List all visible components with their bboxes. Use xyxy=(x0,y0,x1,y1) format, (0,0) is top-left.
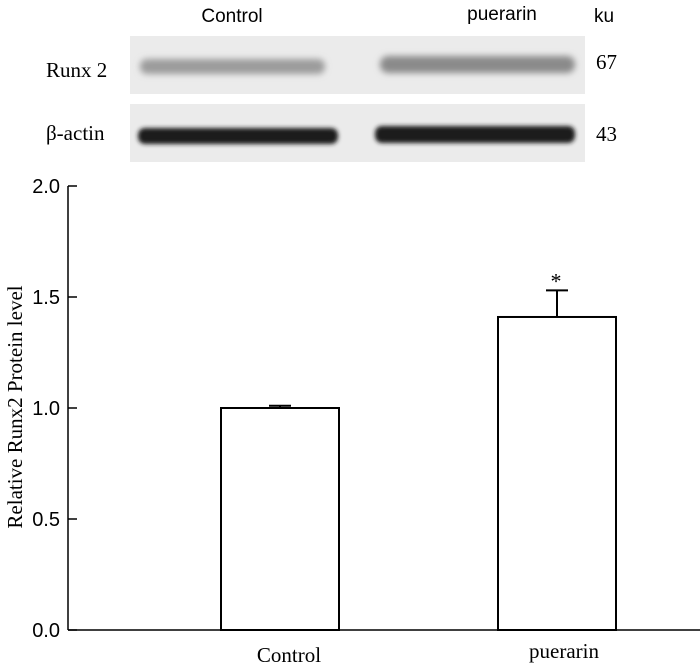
blot-band-runx2-control xyxy=(140,59,325,74)
x-tick-label: Control xyxy=(257,643,321,663)
bar-chart: Relative Runx2 Protein level 0.0 0.5 1.0 1.… xyxy=(3,176,700,663)
blot-col-label-control: Control xyxy=(201,6,262,27)
y-ticks: 0.0 0.5 1.0 1.5 2.0 xyxy=(32,176,77,642)
blot-mw-actin: 43 xyxy=(596,122,617,146)
blot-unit-label: ku xyxy=(594,6,614,27)
western-blot: Control puerarin ku Runx 2 67 β-actin 43 xyxy=(46,4,617,162)
bars: Control * puerarin xyxy=(220,268,617,663)
blot-row-label-actin: β-actin xyxy=(46,121,105,145)
blot-band-actin-control xyxy=(138,128,338,144)
significance-marker: * xyxy=(551,268,562,293)
blot-col-label-puerarin: puerarin xyxy=(467,4,537,25)
bar-control xyxy=(220,407,340,631)
x-tick-label: puerarin xyxy=(529,639,599,663)
y-tick-label: 2.0 xyxy=(32,176,60,198)
y-tick-label: 0.0 xyxy=(32,620,60,642)
y-tick-label: 1.0 xyxy=(32,398,60,420)
blot-row-label-runx2: Runx 2 xyxy=(46,58,107,82)
blot-band-runx2-puerarin xyxy=(380,56,575,73)
blot-mw-runx2: 67 xyxy=(596,50,617,74)
bar-puerarin xyxy=(497,315,617,631)
y-tick-label: 0.5 xyxy=(32,509,60,531)
y-tick-label: 1.5 xyxy=(32,287,60,309)
y-axis-label: Relative Runx2 Protein level xyxy=(3,285,27,528)
blot-band-actin-puerarin xyxy=(375,126,575,143)
